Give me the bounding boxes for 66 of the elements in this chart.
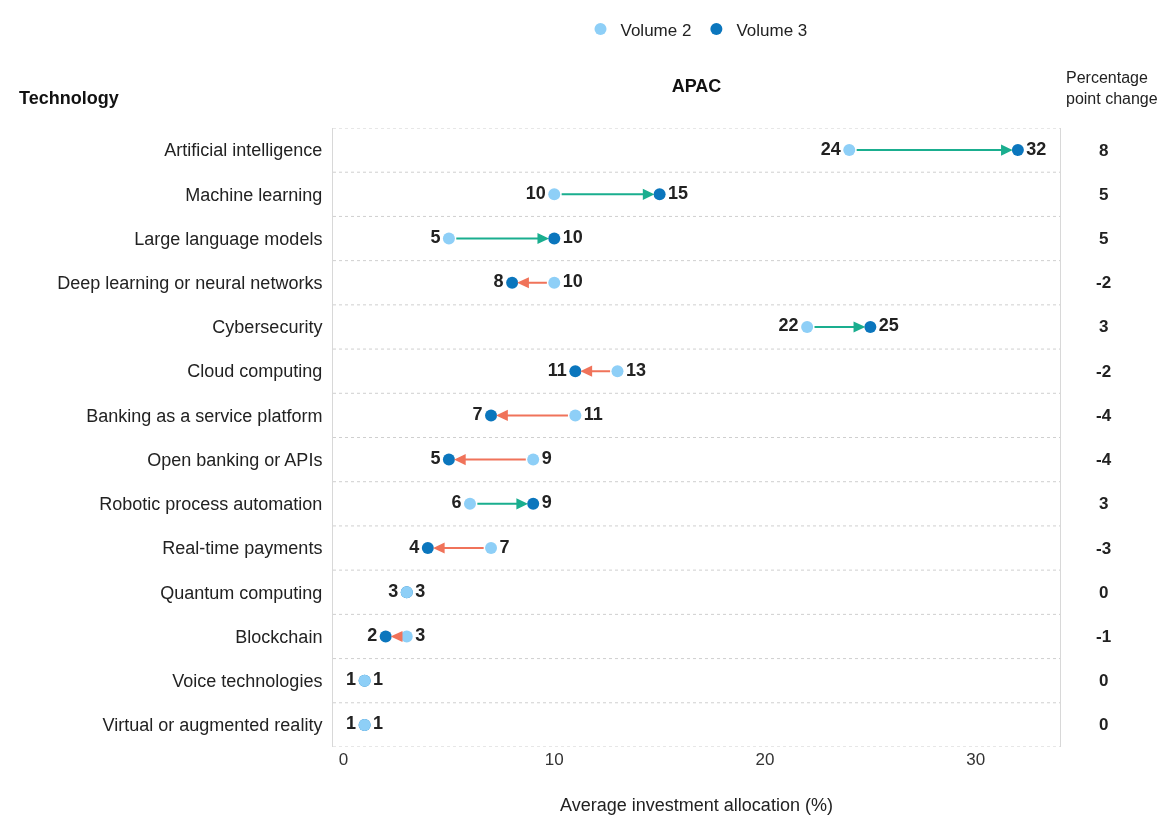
- x-tick-label: 10: [544, 750, 564, 769]
- text: 8: [1099, 141, 1109, 160]
- data-label: 11: [547, 359, 567, 380]
- data-label: 5: [430, 227, 441, 248]
- text: -2: [1096, 273, 1112, 292]
- data-label: 25: [878, 315, 899, 336]
- text: -4: [1096, 406, 1112, 425]
- legend-label: Volume 2: [620, 20, 692, 40]
- y-tick-label: Deep learning or neural networks: [57, 273, 323, 294]
- text: -2: [1096, 362, 1112, 381]
- data-label: 7: [472, 403, 483, 424]
- x-tick-label: 20: [755, 750, 775, 769]
- text: -3: [1096, 539, 1112, 558]
- y-tick-label: Open banking or APIs: [147, 449, 323, 470]
- text: -1: [1096, 627, 1112, 646]
- text: -4: [1096, 450, 1112, 469]
- data-label: 3: [415, 580, 426, 601]
- y-tick-label: Cloud computing: [187, 361, 323, 382]
- data-label: 9: [541, 492, 552, 513]
- data-label: 3: [415, 624, 426, 645]
- data-label: 10: [562, 271, 583, 292]
- y-tick-label: Banking as a service platform: [86, 405, 323, 426]
- data-label: 9: [541, 448, 552, 469]
- text: 3: [1099, 317, 1109, 336]
- data-label: 2: [367, 624, 378, 645]
- x-tick-label: 0: [338, 750, 349, 769]
- text: 0: [1099, 715, 1109, 734]
- data-label: 4: [409, 536, 420, 557]
- y-tick-label: Virtual or augmented reality: [102, 715, 323, 736]
- data-label: 7: [499, 536, 510, 557]
- data-label: 10: [562, 227, 583, 248]
- y-tick-label: Real-time payments: [162, 538, 323, 559]
- data-label: 3: [388, 580, 399, 601]
- y-axis-title: Technology: [19, 88, 119, 108]
- y-tick-label: Robotic process automation: [99, 494, 323, 515]
- y-tick-label: Machine learning: [185, 184, 323, 205]
- text: 0: [1099, 671, 1109, 690]
- text: 5: [1099, 185, 1109, 204]
- data-label: 24: [820, 138, 841, 159]
- data-label: 32: [1026, 138, 1047, 159]
- y-tick-label: Voice technologies: [172, 670, 323, 691]
- text: Percentage point change: [1066, 69, 1158, 107]
- data-label: 15: [668, 182, 689, 203]
- data-label: 1: [373, 713, 384, 734]
- chart-title: APAC: [671, 76, 722, 96]
- data-label: 11: [583, 403, 603, 424]
- y-tick-label: Cybersecurity: [212, 317, 323, 338]
- y-tick-label: Artificial intelligence: [164, 140, 323, 161]
- y-tick-label: Quantum computing: [160, 582, 323, 603]
- text: 0: [1099, 583, 1109, 602]
- data-label: 5: [430, 448, 441, 469]
- data-label: 1: [346, 713, 357, 734]
- y-tick-label: Blockchain: [235, 626, 323, 647]
- data-label: 10: [525, 182, 546, 203]
- data-label: 13: [625, 359, 647, 380]
- data-label: 22: [778, 315, 799, 336]
- text: 5: [1099, 229, 1109, 248]
- x-tick-label: 30: [966, 750, 986, 769]
- legend-label: Volume 3: [736, 20, 808, 40]
- data-label: 1: [346, 669, 357, 690]
- text: 3: [1099, 494, 1109, 513]
- y-tick-label: Large language models: [134, 228, 323, 249]
- data-label: 8: [493, 271, 504, 292]
- data-label: 6: [451, 492, 462, 513]
- x-axis-title: Average investment allocation (%): [560, 795, 833, 816]
- data-label: 1: [373, 669, 384, 690]
